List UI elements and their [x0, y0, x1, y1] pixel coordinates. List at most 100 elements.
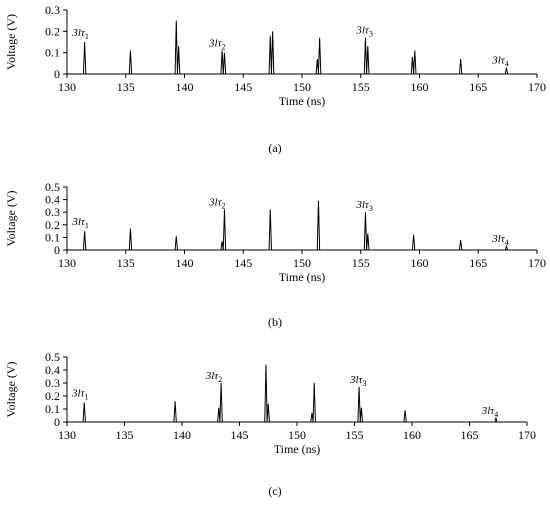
- x-tick-label: 145: [234, 256, 252, 270]
- voltage-pulse: [128, 228, 133, 251]
- y-tick-label: 0.5: [45, 180, 60, 194]
- tau-annotation: 3lτ3: [355, 25, 373, 39]
- y-axis-label: Voltage (V): [4, 361, 18, 417]
- y-tick-label: 0.3: [45, 376, 60, 390]
- x-tick-label: 140: [173, 428, 191, 442]
- y-tick-label: 0: [54, 415, 60, 429]
- panel-a: 0 0.1 0.2 0.3 130 135 140 145 150 155 160 165 170 Tim…: [4, 3, 546, 108]
- voltage-pulse: [494, 416, 498, 423]
- tau-annotation: 3lτ3: [349, 374, 367, 388]
- voltage-pulse: [270, 31, 275, 75]
- x-tick-label: 130: [58, 256, 76, 270]
- y-tick-label: 0: [54, 67, 60, 81]
- voltage-pulse: [82, 402, 86, 423]
- panel-c: 00.10.20.30.40.5 130 135 140 145 150 155 160 165…: [4, 350, 536, 456]
- voltage-pulse: [174, 236, 178, 251]
- voltage-pulse: [312, 382, 316, 423]
- voltage-pulse: [264, 364, 268, 423]
- x-tick-label: 170: [528, 80, 546, 94]
- x-tick-label: 140: [176, 256, 194, 270]
- tau-annotation: 3lτ1: [71, 27, 89, 41]
- voltage-pulse: [316, 200, 321, 251]
- voltage-pulse: [366, 46, 370, 75]
- x-tick-label: 155: [352, 80, 370, 94]
- voltage-pulse: [266, 403, 270, 423]
- x-tick-label: 150: [288, 428, 306, 442]
- caption-a: (a): [268, 141, 281, 155]
- x-tick-label: 155: [352, 256, 370, 270]
- tau-annotation: 3lτ3: [355, 199, 373, 213]
- voltage-pulse: [222, 209, 227, 251]
- y-tick-label: 0.4: [45, 363, 60, 377]
- y-tick-label: 0.3: [45, 3, 60, 17]
- voltage-pulse: [128, 50, 133, 75]
- y-tick-label: 0.2: [45, 24, 60, 38]
- tau-annotation: 3lτ2: [208, 197, 226, 211]
- y-tick-label: 0.3: [45, 205, 60, 219]
- x-tick-label: 160: [411, 80, 429, 94]
- x-axis-label: Time (ns): [279, 94, 326, 108]
- tau-annotation: 3lτ1: [71, 216, 89, 230]
- voltage-pulse: [176, 46, 181, 75]
- x-tick-label: 130: [58, 428, 76, 442]
- voltage-pulse: [220, 50, 224, 75]
- x-tick-label: 140: [176, 80, 194, 94]
- voltage-pulse: [458, 59, 463, 75]
- tau-annotation: 3lτ2: [205, 370, 223, 384]
- tau-annotation: 3lτ4: [481, 405, 499, 419]
- x-tick-label: 150: [293, 80, 311, 94]
- voltage-pulse: [359, 407, 364, 423]
- voltage-pulse: [363, 37, 368, 75]
- voltage-pulse: [413, 50, 417, 75]
- x-tick-label: 135: [116, 428, 134, 442]
- tau-annotation: 3lτ1: [71, 388, 89, 402]
- y-tick-label: 0.1: [45, 230, 60, 244]
- x-tick-label: 145: [231, 428, 249, 442]
- voltage-pulse: [410, 56, 415, 75]
- voltage-pulse: [411, 234, 416, 251]
- y-tick-label: 0.5: [45, 350, 60, 364]
- voltage-pulse: [315, 59, 319, 75]
- y-axis-label: Voltage (V): [4, 14, 18, 70]
- voltage-pulse: [174, 20, 178, 75]
- x-tick-label: 165: [469, 256, 487, 270]
- voltage-pulse: [219, 382, 223, 423]
- panel-b: 00.10.20.30.40.5 130 135 140 145 150 155 160 165…: [4, 180, 546, 284]
- x-tick-label: 135: [117, 80, 135, 94]
- x-tick-label: 145: [234, 80, 252, 94]
- y-axis-label: Voltage (V): [4, 190, 18, 246]
- x-tick-label: 130: [58, 80, 76, 94]
- y-tick-label: 0.4: [45, 193, 60, 207]
- voltage-pulse: [222, 52, 227, 75]
- voltage-pulse: [82, 231, 87, 251]
- x-axis-label: Time (ns): [274, 442, 321, 456]
- y-tick-label: 0: [54, 243, 60, 257]
- x-tick-label: 160: [403, 428, 421, 442]
- tau-annotation: 3lτ4: [491, 55, 509, 69]
- x-tick-label: 165: [461, 428, 479, 442]
- x-tick-label: 155: [346, 428, 364, 442]
- y-tick-label: 0.2: [45, 389, 60, 403]
- voltage-pulse: [268, 209, 272, 251]
- y-tick-label: 0.1: [45, 402, 60, 416]
- x-tick-label: 165: [469, 80, 487, 94]
- x-tick-label: 135: [117, 256, 135, 270]
- x-tick-label: 160: [411, 256, 429, 270]
- y-tick-label: 0.2: [45, 218, 60, 232]
- caption-b: (b): [268, 315, 282, 329]
- voltage-pulse: [504, 244, 509, 251]
- y-tick-label: 0.1: [45, 46, 60, 60]
- voltage-pulse: [366, 233, 370, 251]
- x-tick-label: 170: [518, 428, 536, 442]
- voltage-pulse: [363, 212, 368, 251]
- voltage-pulse: [357, 386, 361, 423]
- voltage-pulse: [458, 239, 463, 251]
- voltage-pulse: [173, 401, 177, 423]
- tau-annotation: 3lτ4: [491, 233, 509, 247]
- caption-c: (c): [268, 484, 281, 498]
- x-tick-label: 170: [528, 256, 546, 270]
- voltage-pulse: [317, 37, 322, 75]
- voltage-pulse: [268, 35, 272, 75]
- voltage-pulse: [504, 67, 509, 75]
